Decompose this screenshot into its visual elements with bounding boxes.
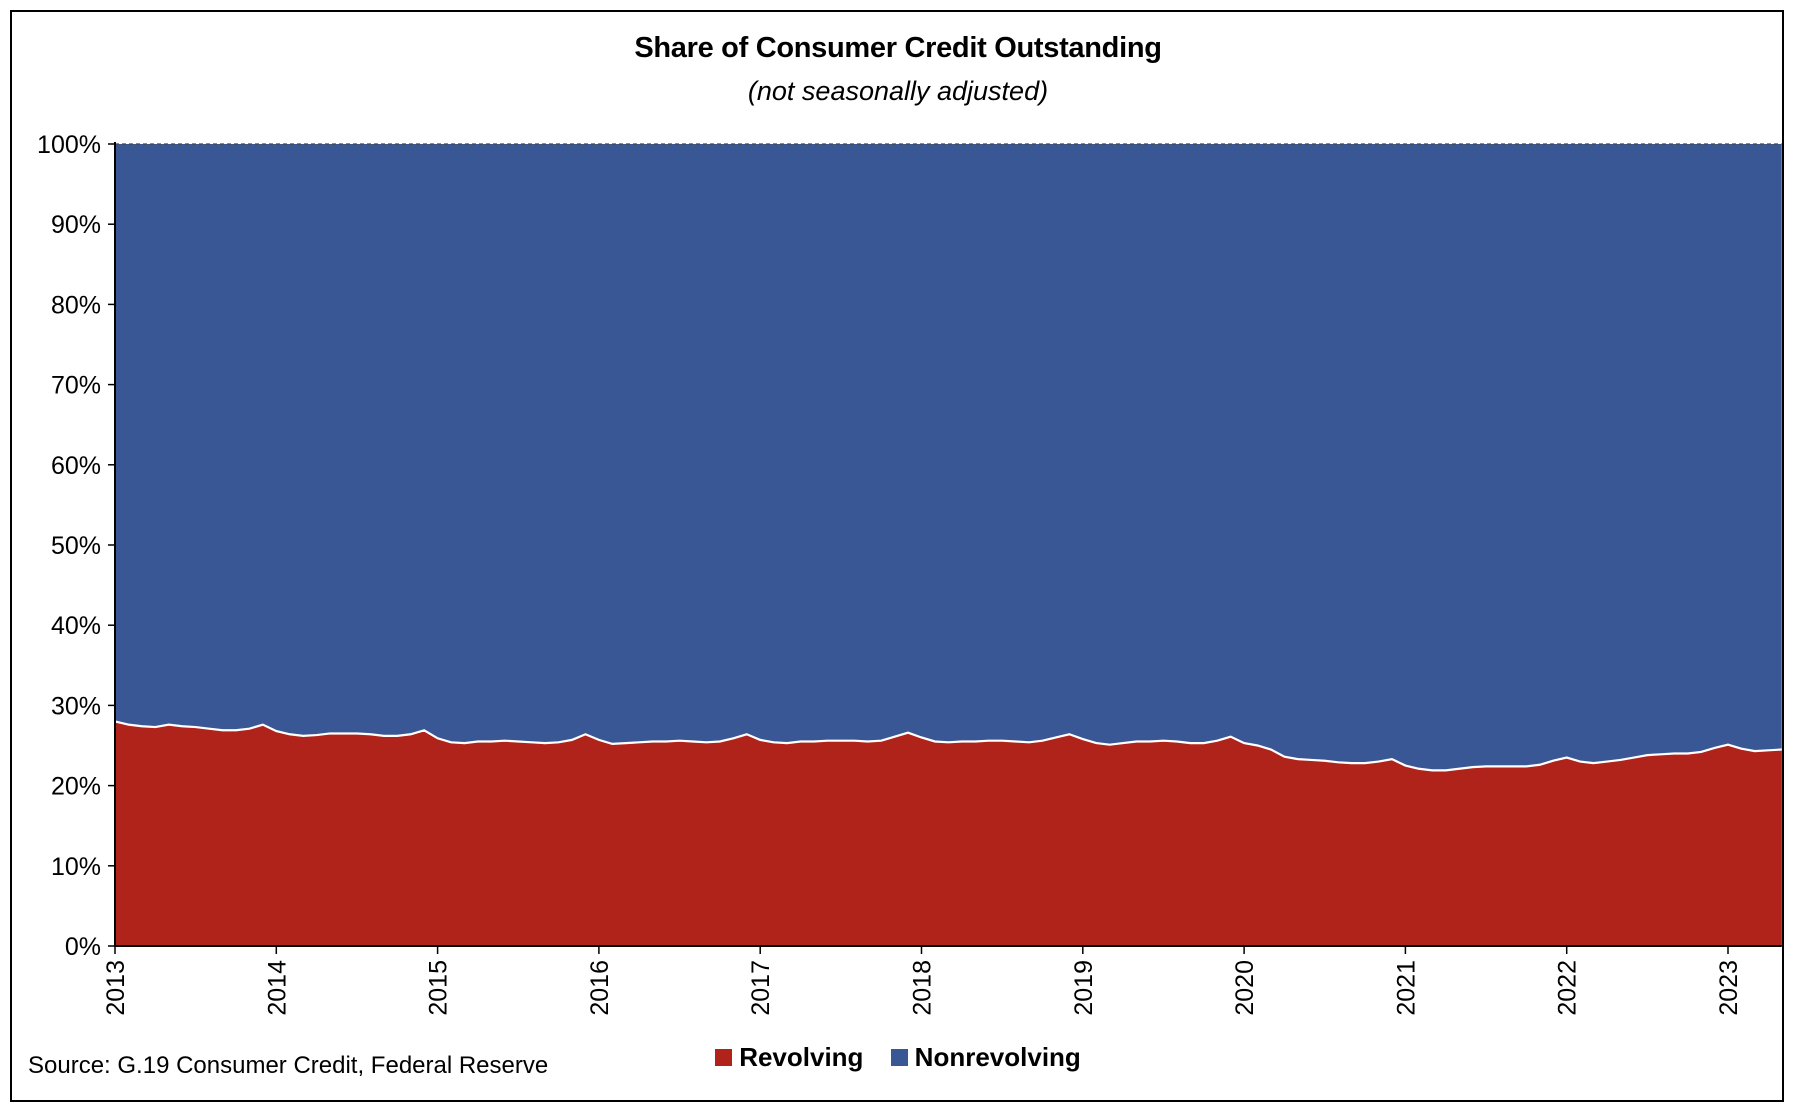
chart-title: Share of Consumer Credit Outstanding xyxy=(634,32,1162,64)
y-tick-label: 10% xyxy=(51,853,101,881)
y-tick-label: 60% xyxy=(51,452,101,480)
legend-item-nonrevolving: Nonrevolving xyxy=(890,1042,1081,1073)
y-tick-label: 30% xyxy=(51,692,101,720)
legend-label-nonrevolving: Nonrevolving xyxy=(914,1042,1081,1072)
x-tick-label: 2014 xyxy=(263,960,291,1016)
x-tick-label: 2013 xyxy=(102,960,130,1016)
y-tick-label: 40% xyxy=(51,612,101,640)
y-tick-label: 80% xyxy=(51,291,101,319)
legend-item-revolving: Revolving xyxy=(715,1042,863,1073)
chart-subtitle: (not seasonally adjusted) xyxy=(747,76,1049,106)
y-tick-label: 90% xyxy=(51,211,101,239)
x-tick-label: 2023 xyxy=(1715,960,1743,1016)
x-tick-label: 2022 xyxy=(1554,960,1582,1016)
x-tick-label: 2016 xyxy=(586,960,614,1016)
x-tick-label: 2015 xyxy=(425,960,453,1016)
legend-swatch-revolving xyxy=(715,1049,733,1066)
legend-label-revolving: Revolving xyxy=(739,1042,864,1072)
x-tick-label: 2019 xyxy=(1070,960,1098,1016)
y-tick-label: 20% xyxy=(51,773,101,801)
y-tick-label: 100% xyxy=(37,131,101,159)
x-tick-label: 2020 xyxy=(1231,960,1259,1016)
y-tick-label: 70% xyxy=(51,372,101,400)
legend: Revolving Nonrevolving xyxy=(0,1042,1796,1073)
x-tick-label: 2017 xyxy=(747,960,775,1016)
area-revolving xyxy=(115,721,1782,946)
y-tick-label: 0% xyxy=(65,933,101,961)
boundary-line xyxy=(114,720,1782,772)
x-tick-label: 2021 xyxy=(1392,960,1420,1016)
source-note: Source: G.19 Consumer Credit, Federal Re… xyxy=(28,1052,549,1079)
legend-swatch-nonrevolving xyxy=(890,1049,908,1066)
y-tick-label: 50% xyxy=(51,532,101,560)
x-tick-label: 2018 xyxy=(909,960,937,1016)
